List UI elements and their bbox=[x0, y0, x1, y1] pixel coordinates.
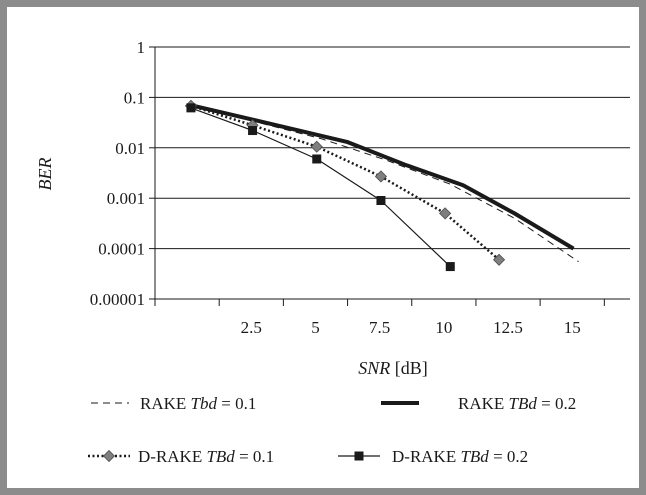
y-tick-label: 0.0001 bbox=[98, 240, 145, 259]
data-point-d-rake-tbd-0-2 bbox=[445, 262, 455, 272]
legend-label-d-rake-tbd-0-1: D-RAKE TBd = 0.1 bbox=[138, 447, 274, 466]
legend-label-rake-tbd-0-1: RAKE Tbd = 0.1 bbox=[140, 394, 256, 413]
x-tick-label: 7.5 bbox=[369, 318, 390, 337]
legend-marker-d-rake-tbd-0-2 bbox=[354, 451, 364, 461]
x-axis-label-unit: [dB] bbox=[390, 358, 428, 378]
y-axis-label: BER bbox=[35, 158, 55, 191]
data-point-d-rake-tbd-0-1 bbox=[374, 170, 388, 183]
y-tick-label: 0.01 bbox=[115, 139, 145, 158]
data-point-d-rake-tbd-0-1 bbox=[492, 253, 506, 266]
x-tick-label: 12.5 bbox=[493, 318, 523, 337]
series-line-d-rake-tbd-0-1 bbox=[190, 104, 500, 261]
data-point-d-rake-tbd-0-2 bbox=[248, 126, 258, 136]
x-axis-label-variable: SNR bbox=[358, 358, 390, 378]
x-tick-labels: 2.5 5 7.5 10 12.5 15 bbox=[241, 318, 581, 337]
axes bbox=[149, 46, 605, 306]
series-markers bbox=[184, 99, 506, 272]
x-tick-label: 15 bbox=[564, 318, 581, 337]
y-tick-label: 0.001 bbox=[107, 189, 145, 208]
x-axis-label: SNR [dB] bbox=[358, 358, 428, 378]
y-tick-label: 1 bbox=[137, 38, 146, 57]
legend-label-rake-tbd-0-2: RAKE TBd = 0.2 bbox=[458, 394, 576, 413]
data-point-d-rake-tbd-0-1 bbox=[439, 207, 452, 220]
x-tick-label: 2.5 bbox=[241, 318, 262, 337]
y-tick-label: 0.00001 bbox=[90, 290, 145, 309]
legend-marker-d-rake-tbd-0-1 bbox=[102, 449, 116, 463]
data-point-d-rake-tbd-0-2 bbox=[376, 196, 386, 206]
y-tick-label: 0.1 bbox=[124, 88, 145, 107]
x-tick-label: 5 bbox=[311, 318, 320, 337]
data-point-d-rake-tbd-0-1 bbox=[310, 140, 323, 153]
y-tick-labels: 1 0.1 0.01 0.001 0.0001 0.00001 bbox=[90, 38, 145, 309]
data-point-d-rake-tbd-0-2 bbox=[186, 103, 196, 113]
gridlines bbox=[155, 46, 630, 300]
legend: RAKE Tbd = 0.1 RAKE TBd = 0.2 D-RAKE TBd =… bbox=[88, 394, 576, 466]
series-line-rake-tbd-0-2 bbox=[190, 103, 575, 251]
legend-label-d-rake-tbd-0-2: D-RAKE TBd = 0.2 bbox=[392, 447, 528, 466]
series-line-d-rake-tbd-0-2 bbox=[190, 107, 451, 268]
x-tick-label: 10 bbox=[435, 318, 452, 337]
data-point-d-rake-tbd-0-2 bbox=[312, 154, 322, 164]
